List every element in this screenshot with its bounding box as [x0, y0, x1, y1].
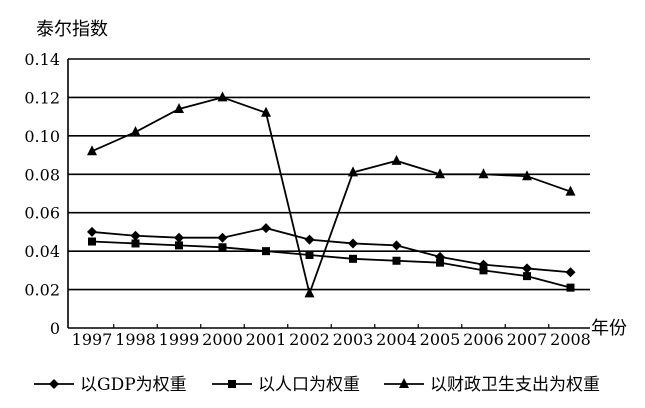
- axes: [67, 59, 590, 329]
- x-tick-label: 2004: [376, 330, 417, 349]
- legend-item: 以GDP为权重: [34, 375, 187, 395]
- data-point: [87, 145, 97, 156]
- x-tick-label: 2002: [289, 330, 330, 349]
- x-axis-label: 年份: [591, 318, 627, 339]
- data-point: [435, 168, 445, 179]
- y-tick-label: 0.14: [24, 50, 60, 69]
- y-tick-label: 0.06: [24, 204, 60, 223]
- data-point: [392, 256, 401, 265]
- series-line: [91, 240, 571, 289]
- data-point: [261, 106, 271, 117]
- data-point: [305, 250, 314, 259]
- x-tick-label: 2008: [550, 330, 591, 349]
- series-line: [91, 96, 571, 297]
- legend-label: 以财政卫生支出为权重: [430, 375, 600, 395]
- grid-lines: [68, 58, 590, 291]
- data-point: [349, 254, 357, 263]
- x-tick-label: 2001: [246, 330, 287, 349]
- data-point: [304, 234, 315, 245]
- legend-item: 以财政卫生支出为权重: [384, 375, 600, 395]
- data-point: [478, 168, 489, 179]
- data-point: [565, 267, 576, 278]
- y-axis-label: 泰尔指数: [36, 19, 108, 40]
- data-point: [391, 154, 402, 165]
- data-point: [348, 166, 358, 177]
- series-layer: [87, 91, 576, 298]
- data-point: [217, 232, 228, 243]
- data-point: [566, 283, 575, 292]
- data-point: [88, 237, 96, 246]
- x-tick-label: 1999: [159, 330, 200, 349]
- y-tick-label: 0.12: [24, 88, 60, 107]
- x-tick-label: 2003: [333, 330, 374, 349]
- data-point: [304, 287, 315, 298]
- legend-marker: [399, 378, 409, 388]
- data-point: [131, 239, 140, 248]
- series-triangle: [87, 91, 576, 298]
- data-point: [130, 230, 141, 241]
- data-point: [87, 226, 97, 237]
- data-point: [262, 247, 270, 256]
- x-tick-label: 2005: [420, 330, 461, 349]
- y-tick-label: 0.02: [24, 281, 60, 300]
- data-point: [436, 258, 444, 267]
- y-tick-label: 0.04: [24, 242, 60, 261]
- data-point: [522, 170, 532, 181]
- y-tick-labels: 0 0.02 0.04 0.06 0.08 0.10 0.12 0.14: [24, 50, 60, 338]
- x-tick-label: 2007: [507, 330, 548, 349]
- y-tick-label: 0.10: [24, 127, 60, 146]
- y-tick-label: 0.08: [24, 165, 60, 184]
- x-tick-label: 1998: [115, 330, 156, 349]
- legend-label: 以人口为权重: [258, 375, 360, 395]
- legend-item: 以人口为权重: [212, 375, 360, 395]
- data-point: [217, 91, 228, 102]
- data-point: [391, 240, 402, 251]
- legend-marker: [228, 380, 236, 388]
- y-tick-label: 0: [50, 319, 60, 338]
- x-tick-label: 2006: [463, 330, 504, 349]
- data-point: [479, 266, 488, 275]
- data-point: [174, 232, 184, 243]
- data-point: [174, 102, 184, 113]
- x-tick-labels: 1997 1998 1999 2000 2001 2002 2003 2004 2005 2006…: [72, 330, 591, 349]
- data-point: [175, 241, 183, 250]
- data-point: [522, 263, 532, 274]
- legend-label: 以GDP为权重: [80, 375, 187, 395]
- series-line: [91, 227, 571, 274]
- data-point: [218, 243, 227, 252]
- legend-marker: [49, 379, 59, 389]
- data-point: [523, 272, 531, 281]
- series-square: [88, 237, 575, 292]
- data-point: [261, 223, 271, 234]
- data-point: [130, 126, 141, 137]
- series-diamond: [87, 223, 576, 278]
- data-point: [348, 238, 358, 249]
- data-point: [565, 185, 576, 196]
- x-tick-label: 2000: [202, 330, 243, 349]
- legend: 以GDP为权重 以人口为权重 以财政卫生支出为权重: [34, 375, 600, 395]
- x-tick-label: 1997: [72, 330, 113, 349]
